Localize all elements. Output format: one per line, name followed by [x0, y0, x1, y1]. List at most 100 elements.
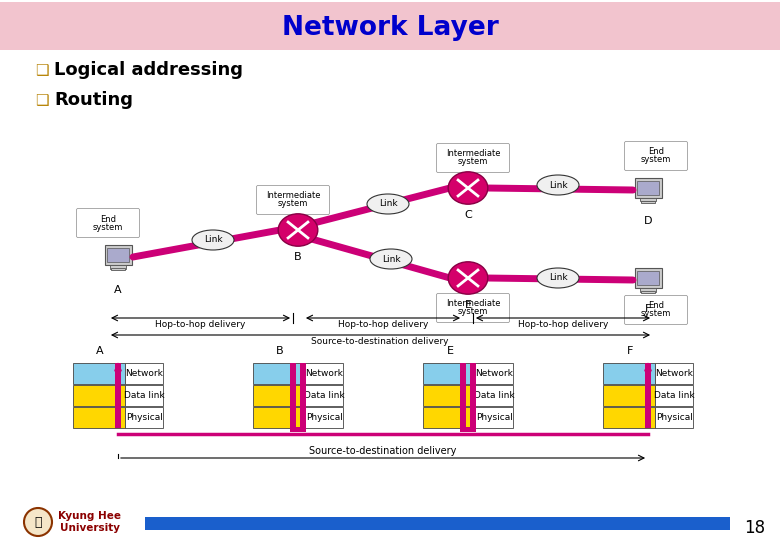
Ellipse shape — [448, 172, 488, 204]
FancyBboxPatch shape — [437, 294, 509, 322]
Text: Data link: Data link — [124, 391, 165, 400]
Text: Intermediate: Intermediate — [445, 300, 500, 308]
Text: Link: Link — [548, 273, 567, 282]
Text: Link: Link — [378, 199, 397, 208]
Text: E: E — [446, 346, 453, 356]
Text: system: system — [278, 199, 308, 208]
Text: Intermediate: Intermediate — [445, 150, 500, 159]
FancyBboxPatch shape — [76, 208, 140, 238]
Ellipse shape — [448, 262, 488, 294]
Ellipse shape — [278, 214, 317, 246]
Bar — [655, 363, 693, 384]
Text: End: End — [648, 147, 664, 157]
Bar — [423, 363, 475, 384]
FancyBboxPatch shape — [437, 144, 509, 172]
Bar — [460, 363, 466, 428]
Bar — [475, 407, 513, 428]
Text: B: B — [276, 346, 284, 356]
Text: system: system — [458, 158, 488, 166]
Ellipse shape — [192, 230, 234, 250]
Bar — [110, 265, 126, 268]
Bar — [126, 385, 163, 406]
Bar — [126, 363, 163, 384]
Bar — [655, 407, 693, 428]
Bar — [641, 200, 655, 203]
Text: Network: Network — [125, 369, 163, 378]
Text: Physical: Physical — [476, 413, 512, 422]
Text: system: system — [641, 156, 671, 165]
FancyBboxPatch shape — [625, 295, 687, 325]
Text: Hop-to-hop delivery: Hop-to-hop delivery — [518, 320, 608, 329]
Ellipse shape — [367, 194, 409, 214]
Text: system: system — [458, 307, 488, 316]
Bar — [634, 178, 661, 198]
Text: Network: Network — [305, 369, 343, 378]
Bar — [645, 363, 651, 428]
Bar — [640, 198, 656, 201]
Ellipse shape — [370, 249, 412, 269]
Text: End: End — [100, 214, 116, 224]
Text: C: C — [464, 210, 472, 220]
Bar — [603, 407, 655, 428]
Text: Source-to-destination delivery: Source-to-destination delivery — [310, 446, 456, 456]
Bar — [253, 363, 305, 384]
Text: Intermediate: Intermediate — [266, 192, 321, 200]
Bar — [637, 181, 659, 195]
Bar — [126, 407, 163, 428]
Text: A: A — [96, 346, 104, 356]
Bar — [290, 363, 296, 428]
Bar — [145, 517, 730, 530]
Text: 🏛: 🏛 — [34, 516, 42, 529]
Circle shape — [24, 508, 52, 536]
Text: Link: Link — [381, 254, 400, 264]
Text: 18: 18 — [744, 519, 765, 537]
Bar — [423, 385, 475, 406]
Bar — [470, 363, 476, 428]
FancyBboxPatch shape — [257, 186, 329, 214]
Text: ❑: ❑ — [35, 92, 49, 107]
Text: Data link: Data link — [473, 391, 515, 400]
FancyBboxPatch shape — [625, 141, 687, 171]
Bar — [73, 363, 126, 384]
Text: system: system — [93, 222, 123, 232]
Text: Routing: Routing — [54, 91, 133, 109]
Bar — [115, 363, 121, 428]
Bar — [305, 385, 343, 406]
Bar — [73, 407, 126, 428]
Text: Link: Link — [204, 235, 222, 245]
Bar — [73, 385, 126, 406]
Text: B: B — [294, 252, 302, 262]
Bar — [300, 363, 306, 428]
Text: Physical: Physical — [306, 413, 342, 422]
Bar — [475, 385, 513, 406]
Bar — [423, 407, 475, 428]
Text: Hop-to-hop delivery: Hop-to-hop delivery — [338, 320, 428, 329]
Text: Physical: Physical — [656, 413, 693, 422]
Ellipse shape — [537, 268, 579, 288]
Bar — [107, 248, 129, 262]
Text: F: F — [645, 304, 651, 314]
Text: Data link: Data link — [303, 391, 345, 400]
Text: D: D — [644, 216, 652, 226]
Bar — [655, 385, 693, 406]
Bar — [460, 427, 476, 431]
Text: Network: Network — [655, 369, 693, 378]
Bar — [641, 291, 655, 293]
Text: ❑: ❑ — [35, 63, 49, 78]
Bar — [634, 268, 661, 288]
Ellipse shape — [537, 175, 579, 195]
Bar — [305, 407, 343, 428]
Text: End: End — [648, 301, 664, 310]
Text: Network: Network — [475, 369, 513, 378]
Text: Network Layer: Network Layer — [282, 15, 498, 41]
Bar — [640, 288, 656, 292]
Text: Link: Link — [548, 180, 567, 190]
Bar — [305, 363, 343, 384]
Text: Physical: Physical — [126, 413, 162, 422]
Text: Data link: Data link — [654, 391, 694, 400]
Text: system: system — [641, 309, 671, 319]
Text: F: F — [627, 346, 633, 356]
Text: Logical addressing: Logical addressing — [54, 61, 243, 79]
Text: Source-to-destination delivery: Source-to-destination delivery — [311, 337, 448, 346]
Bar — [253, 407, 305, 428]
